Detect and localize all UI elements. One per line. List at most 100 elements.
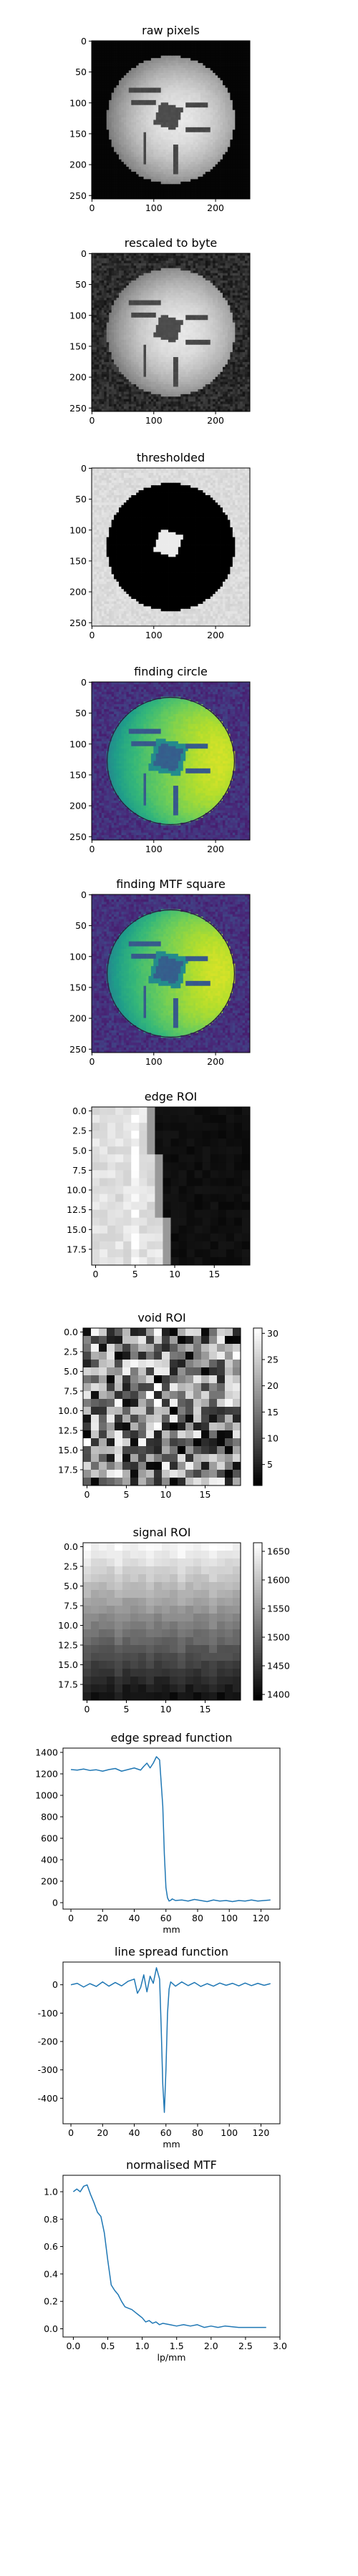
image-pixel	[134, 66, 137, 69]
image-pixel	[233, 61, 236, 64]
image-pixel	[156, 107, 159, 110]
image-pixel	[114, 80, 117, 83]
image-pixel	[146, 117, 149, 120]
image-pixel	[131, 100, 134, 103]
image-pixel	[104, 90, 107, 93]
image-pixel	[141, 41, 144, 44]
image-pixel	[119, 122, 122, 125]
image-pixel	[190, 120, 193, 123]
image-pixel	[223, 117, 226, 120]
image-pixel	[240, 63, 243, 66]
image-pixel	[183, 46, 186, 49]
image-pixel	[216, 80, 218, 83]
image-pixel	[109, 48, 112, 51]
image-pixel	[198, 80, 200, 83]
image-pixel	[151, 66, 154, 69]
image-pixel	[94, 80, 97, 83]
image-pixel	[119, 105, 122, 108]
image-pixel	[139, 85, 142, 88]
image-pixel	[121, 51, 124, 54]
image-pixel	[107, 70, 110, 73]
image-pixel	[148, 58, 151, 61]
image-pixel	[213, 137, 216, 140]
image-pixel	[218, 66, 221, 69]
image-pixel	[228, 100, 231, 103]
image-pixel	[107, 97, 110, 100]
image-pixel	[175, 83, 178, 86]
image-pixel	[180, 70, 183, 73]
image-pixel	[102, 48, 105, 51]
image-pixel	[205, 43, 208, 46]
image-pixel	[129, 100, 132, 103]
image-pixel	[148, 142, 151, 145]
image-pixel	[148, 53, 151, 56]
image-pixel	[195, 132, 198, 135]
image-pixel	[245, 130, 248, 132]
image-pixel	[180, 51, 183, 54]
image-pixel	[158, 80, 161, 83]
image-pixel	[230, 105, 233, 108]
image-pixel	[161, 73, 164, 76]
image-pixel	[121, 140, 124, 142]
image-pixel	[216, 97, 218, 100]
image-pixel	[185, 95, 188, 98]
image-pixel	[99, 93, 102, 96]
image-pixel	[223, 56, 226, 59]
image-pixel	[144, 66, 147, 69]
image-pixel	[117, 102, 120, 105]
image-pixel	[223, 112, 226, 115]
image-pixel	[97, 63, 100, 66]
image-pixel	[139, 51, 142, 54]
image-pixel	[223, 130, 226, 132]
image-pixel	[156, 97, 159, 100]
image-pixel	[203, 130, 205, 132]
image-pixel	[216, 110, 218, 113]
image-pixel	[166, 105, 169, 108]
image-pixel	[136, 56, 139, 59]
image-pixel	[238, 68, 241, 71]
image-pixel	[221, 90, 223, 93]
image-pixel	[156, 100, 159, 103]
image-pixel	[163, 83, 166, 86]
image-pixel	[235, 75, 238, 78]
image-pixel	[134, 90, 137, 93]
image-pixel	[240, 125, 243, 127]
image-pixel	[198, 140, 200, 142]
image-pixel	[166, 120, 169, 123]
image-pixel	[112, 125, 115, 127]
image-pixel	[175, 53, 178, 56]
image-pixel	[238, 90, 241, 93]
image-pixel	[131, 73, 134, 76]
image-pixel	[129, 93, 132, 96]
image-pixel	[163, 100, 166, 103]
image-pixel	[211, 105, 213, 108]
image-pixel	[228, 43, 231, 46]
image-pixel	[225, 107, 228, 110]
image-pixel	[109, 80, 112, 83]
image-pixel	[223, 88, 226, 91]
image-pixel	[102, 63, 105, 66]
image-pixel	[104, 125, 107, 127]
image-pixel	[114, 107, 117, 110]
image-pixel	[151, 63, 154, 66]
image-pixel	[230, 51, 233, 54]
image-pixel	[195, 56, 198, 59]
image-pixel	[178, 43, 181, 46]
image-pixel	[121, 70, 124, 73]
image-pixel	[153, 95, 156, 98]
image-pixel	[107, 125, 110, 127]
image-pixel	[144, 115, 147, 118]
image-pixel	[195, 78, 198, 81]
image-pixel	[166, 43, 169, 46]
image-pixel	[223, 70, 226, 73]
image-pixel	[136, 135, 139, 137]
image-pixel	[97, 97, 100, 100]
image-pixel	[131, 70, 134, 73]
image-pixel	[124, 140, 127, 142]
image-pixel	[195, 66, 198, 69]
image-pixel	[221, 107, 223, 110]
image-pixel	[221, 125, 223, 127]
image-pixel	[97, 137, 100, 140]
image-pixel	[94, 110, 97, 113]
image-pixel	[190, 135, 193, 137]
